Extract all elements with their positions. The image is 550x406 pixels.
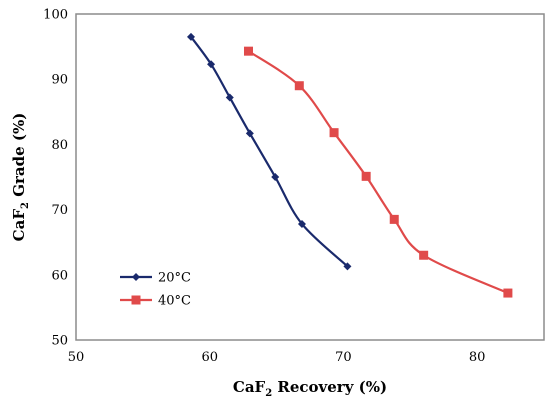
- data-point: [503, 288, 513, 298]
- data-point: [207, 60, 216, 69]
- ticks: 50 60 70 80 50 60 70 80 90 100: [43, 8, 485, 366]
- y-tick-label: 50: [51, 334, 68, 349]
- data-point: [243, 46, 253, 56]
- y-tick-label: 90: [51, 73, 68, 88]
- legend-marker: [131, 295, 141, 305]
- data-point: [186, 32, 195, 41]
- plot-area: [75, 13, 545, 341]
- data-point: [294, 81, 304, 91]
- x-tick-label: 80: [469, 350, 486, 365]
- legend-label: 40°C: [158, 294, 191, 309]
- y-tick-label: 60: [51, 268, 68, 283]
- data-point: [329, 128, 339, 138]
- y-tick-label: 80: [51, 138, 68, 153]
- data-point: [297, 219, 306, 228]
- y-tick-label: 70: [51, 203, 68, 218]
- data-point: [419, 250, 429, 260]
- legend-marker: [132, 273, 140, 281]
- legend: 20°C 40°C: [120, 271, 191, 309]
- y-axis-title: CaF2 Grade (%): [10, 113, 31, 242]
- x-tick-label: 60: [201, 350, 218, 365]
- data-point: [343, 262, 352, 271]
- y-axis-title-subscript: 2: [20, 202, 31, 209]
- data-point: [225, 93, 234, 102]
- x-tick-label: 50: [68, 350, 85, 365]
- data-point: [245, 129, 254, 138]
- legend-entry-2: 40°C: [120, 294, 191, 309]
- data-point: [271, 173, 280, 181]
- x-axis-title-subscript: 2: [265, 388, 272, 399]
- data-point: [361, 171, 371, 181]
- series-1: [186, 32, 352, 271]
- data-point: [389, 214, 399, 224]
- legend-label: 20°C: [158, 271, 191, 286]
- series-2: [243, 46, 513, 298]
- x-tick-label: 70: [335, 350, 352, 365]
- series-layer: [186, 32, 513, 298]
- x-axis-title: CaF2 Recovery (%): [233, 378, 387, 399]
- legend-entry-1: 20°C: [120, 271, 191, 286]
- y-tick-label: 100: [43, 8, 68, 23]
